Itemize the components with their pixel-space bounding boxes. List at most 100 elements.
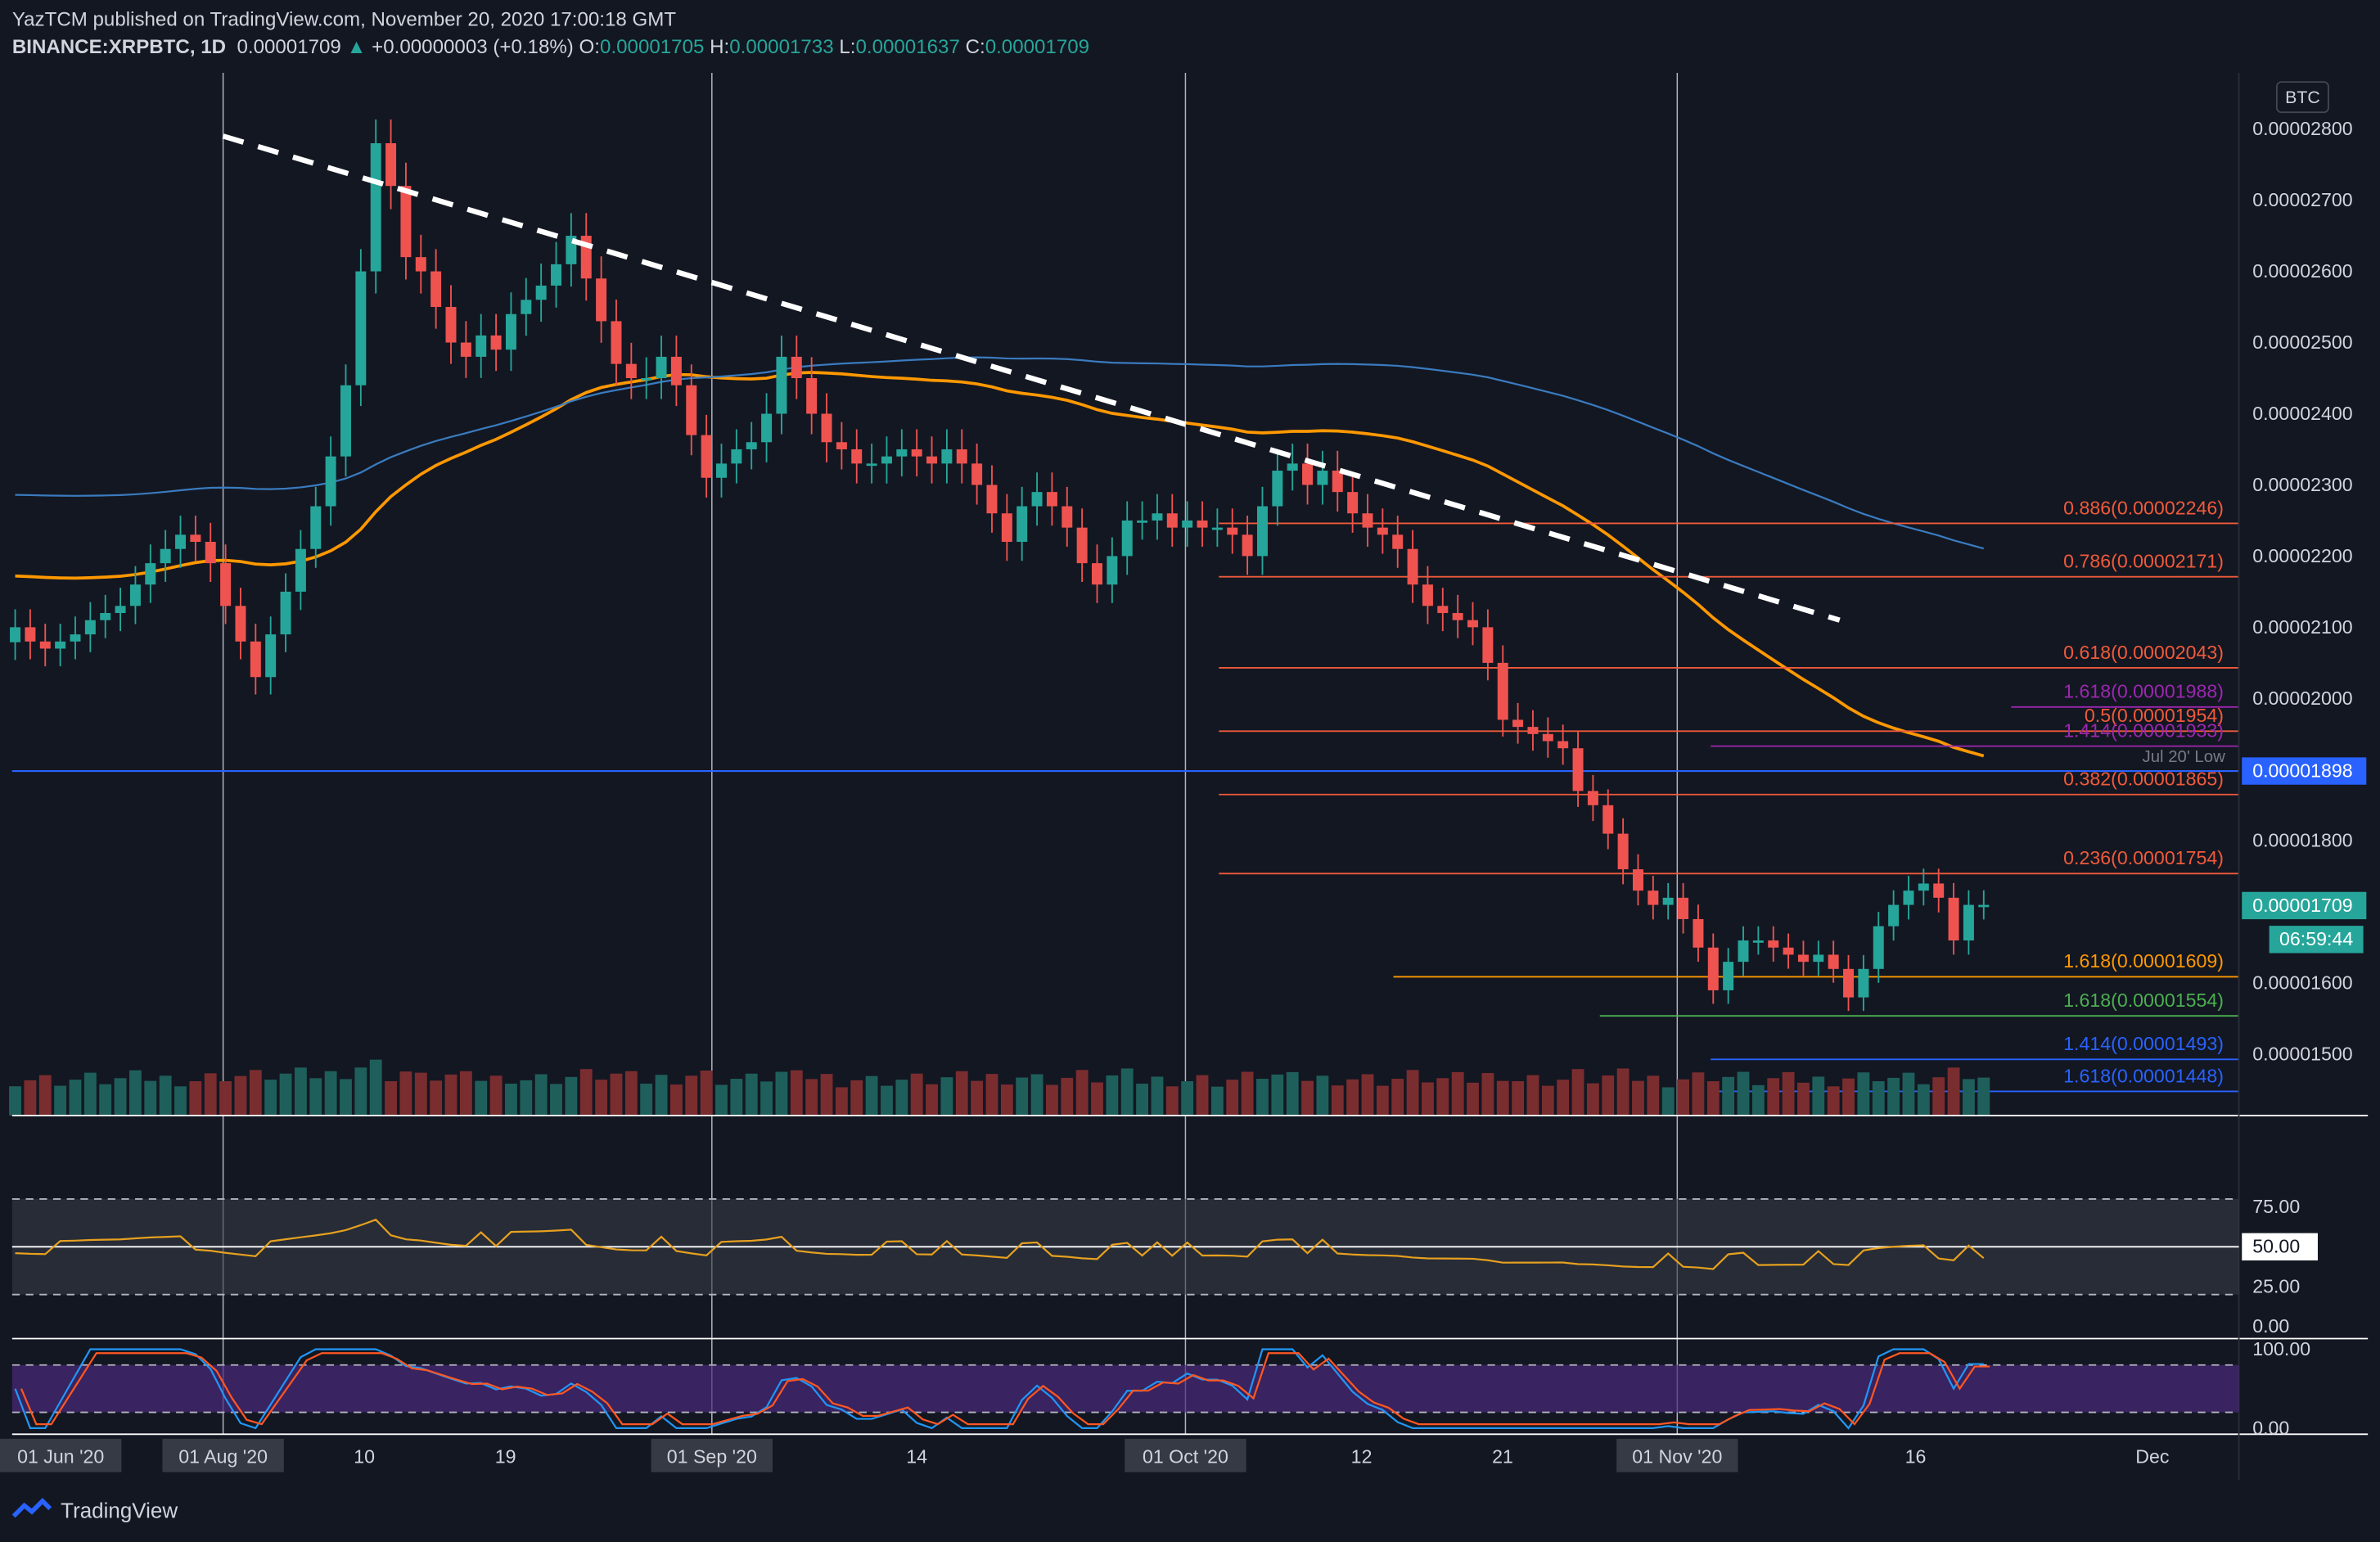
volume-bar	[1467, 1082, 1479, 1116]
candle-body	[476, 335, 487, 357]
stoch-tick-label: 0.00	[2252, 1417, 2289, 1438]
price-tick-label: 0.00002700	[2252, 189, 2352, 210]
candle-body	[1422, 584, 1433, 606]
price-tick-label: 0.00002100	[2252, 616, 2352, 638]
volume-bar	[655, 1075, 668, 1116]
volume-bar	[1496, 1080, 1509, 1116]
volume-bar	[489, 1075, 503, 1116]
candle-body	[1137, 520, 1148, 523]
candle-body	[1287, 463, 1298, 471]
candle-body	[521, 300, 532, 314]
volume-bar	[624, 1071, 638, 1116]
candle-body	[851, 449, 863, 464]
volume-bar	[354, 1067, 367, 1116]
candle-body	[1678, 897, 1689, 919]
symbol-name[interactable]: BINANCE:XRPBTC, 1D	[11, 34, 227, 58]
volume-bar	[1827, 1086, 1840, 1116]
candle-body	[1813, 954, 1824, 963]
candle-body	[1828, 954, 1839, 969]
candle-body	[986, 485, 998, 514]
candle-body	[1001, 513, 1012, 543]
symbol-legend: BINANCE:XRPBTC, 1D 0.00001709 ▲ +0.00000…	[12, 35, 1089, 58]
candle-body	[716, 463, 727, 478]
volume-bar	[1526, 1075, 1539, 1116]
candle-body	[836, 442, 847, 449]
volume-bar	[1451, 1071, 1464, 1116]
volume-bar	[1075, 1070, 1089, 1116]
candle-body	[235, 606, 246, 642]
candle-body	[1843, 968, 1855, 998]
volume-bar	[475, 1080, 488, 1116]
volume-bar	[369, 1059, 382, 1116]
close-label: C:	[965, 34, 985, 58]
price-tick-label: 0.00001600	[2252, 972, 2352, 994]
volume-bar	[1661, 1087, 1675, 1116]
volume-bar	[669, 1084, 683, 1116]
volume-bar	[279, 1073, 292, 1116]
candle-body	[250, 641, 261, 678]
price-tick-label: 0.00002800	[2252, 118, 2352, 139]
volume-bar	[835, 1087, 848, 1116]
volume-bar	[99, 1084, 112, 1116]
candle-body	[1152, 513, 1163, 521]
volume-bar	[1361, 1074, 1374, 1116]
open-value: 0.00001705	[600, 34, 705, 58]
candle-body	[1392, 534, 1404, 549]
volume-bar	[1616, 1068, 1629, 1116]
volume-bar	[159, 1075, 172, 1116]
candle-body	[1046, 492, 1057, 507]
time-label: 12	[1351, 1446, 1373, 1468]
up-arrow-icon: ▲	[346, 34, 367, 58]
volume-bar	[1647, 1075, 1660, 1116]
candle-body	[70, 634, 81, 642]
stoch-tick-label: 100.00	[2252, 1338, 2310, 1359]
support-price-tag	[2242, 757, 2367, 785]
candle-body	[746, 442, 757, 449]
candle-body	[1783, 947, 1794, 955]
volume-bar	[1226, 1080, 1239, 1116]
candle-body	[1978, 904, 1990, 908]
volume-bar	[775, 1071, 788, 1116]
volume-bar	[1857, 1072, 1870, 1116]
candle-body	[535, 285, 547, 300]
volume-bar	[1632, 1080, 1644, 1116]
ema-orange-line	[15, 371, 1985, 758]
rsi-tick-label: 75.00	[2252, 1196, 2300, 1217]
fib-level-label: 1.618(0.00001554)	[2063, 990, 2224, 1011]
time-label-box	[0, 1438, 122, 1472]
rsi-line	[15, 1218, 1985, 1270]
candle-body	[641, 377, 652, 381]
volume-bar	[715, 1084, 728, 1116]
currency-box	[2275, 81, 2329, 114]
countdown-tag	[2269, 926, 2364, 954]
candle-body	[505, 313, 516, 350]
volume-bar	[1782, 1071, 1795, 1116]
candle-body	[145, 563, 156, 585]
time-label-box	[162, 1438, 284, 1472]
price-tick-label: 0.00002500	[2252, 331, 2352, 353]
tradingview-logo[interactable]: TradingView	[11, 1498, 178, 1522]
candle-body	[220, 563, 232, 606]
descending-trendline	[222, 133, 1841, 623]
candle-body	[115, 606, 126, 613]
candle-body	[686, 385, 697, 435]
candle-body	[490, 335, 502, 350]
time-label-box	[1125, 1438, 1246, 1472]
volume-bar	[1136, 1083, 1149, 1116]
volume-bar	[1737, 1071, 1750, 1116]
volume-bar	[865, 1075, 878, 1116]
candle-body	[1497, 662, 1508, 720]
candle-body	[1302, 463, 1314, 485]
volume-bar	[1016, 1077, 1029, 1116]
volume-bar	[1061, 1077, 1074, 1116]
fib-level-label: 1.414(0.00001493)	[2063, 1033, 2224, 1054]
volume-bar	[1677, 1079, 1689, 1116]
rsi-tick-label: 25.00	[2252, 1275, 2300, 1296]
last-price: 0.00001709	[237, 34, 341, 58]
candle-body	[340, 385, 351, 457]
candle-body	[806, 377, 818, 414]
candle-body	[1888, 904, 1900, 927]
time-label: 14	[906, 1446, 927, 1468]
candle-body	[1182, 520, 1193, 528]
